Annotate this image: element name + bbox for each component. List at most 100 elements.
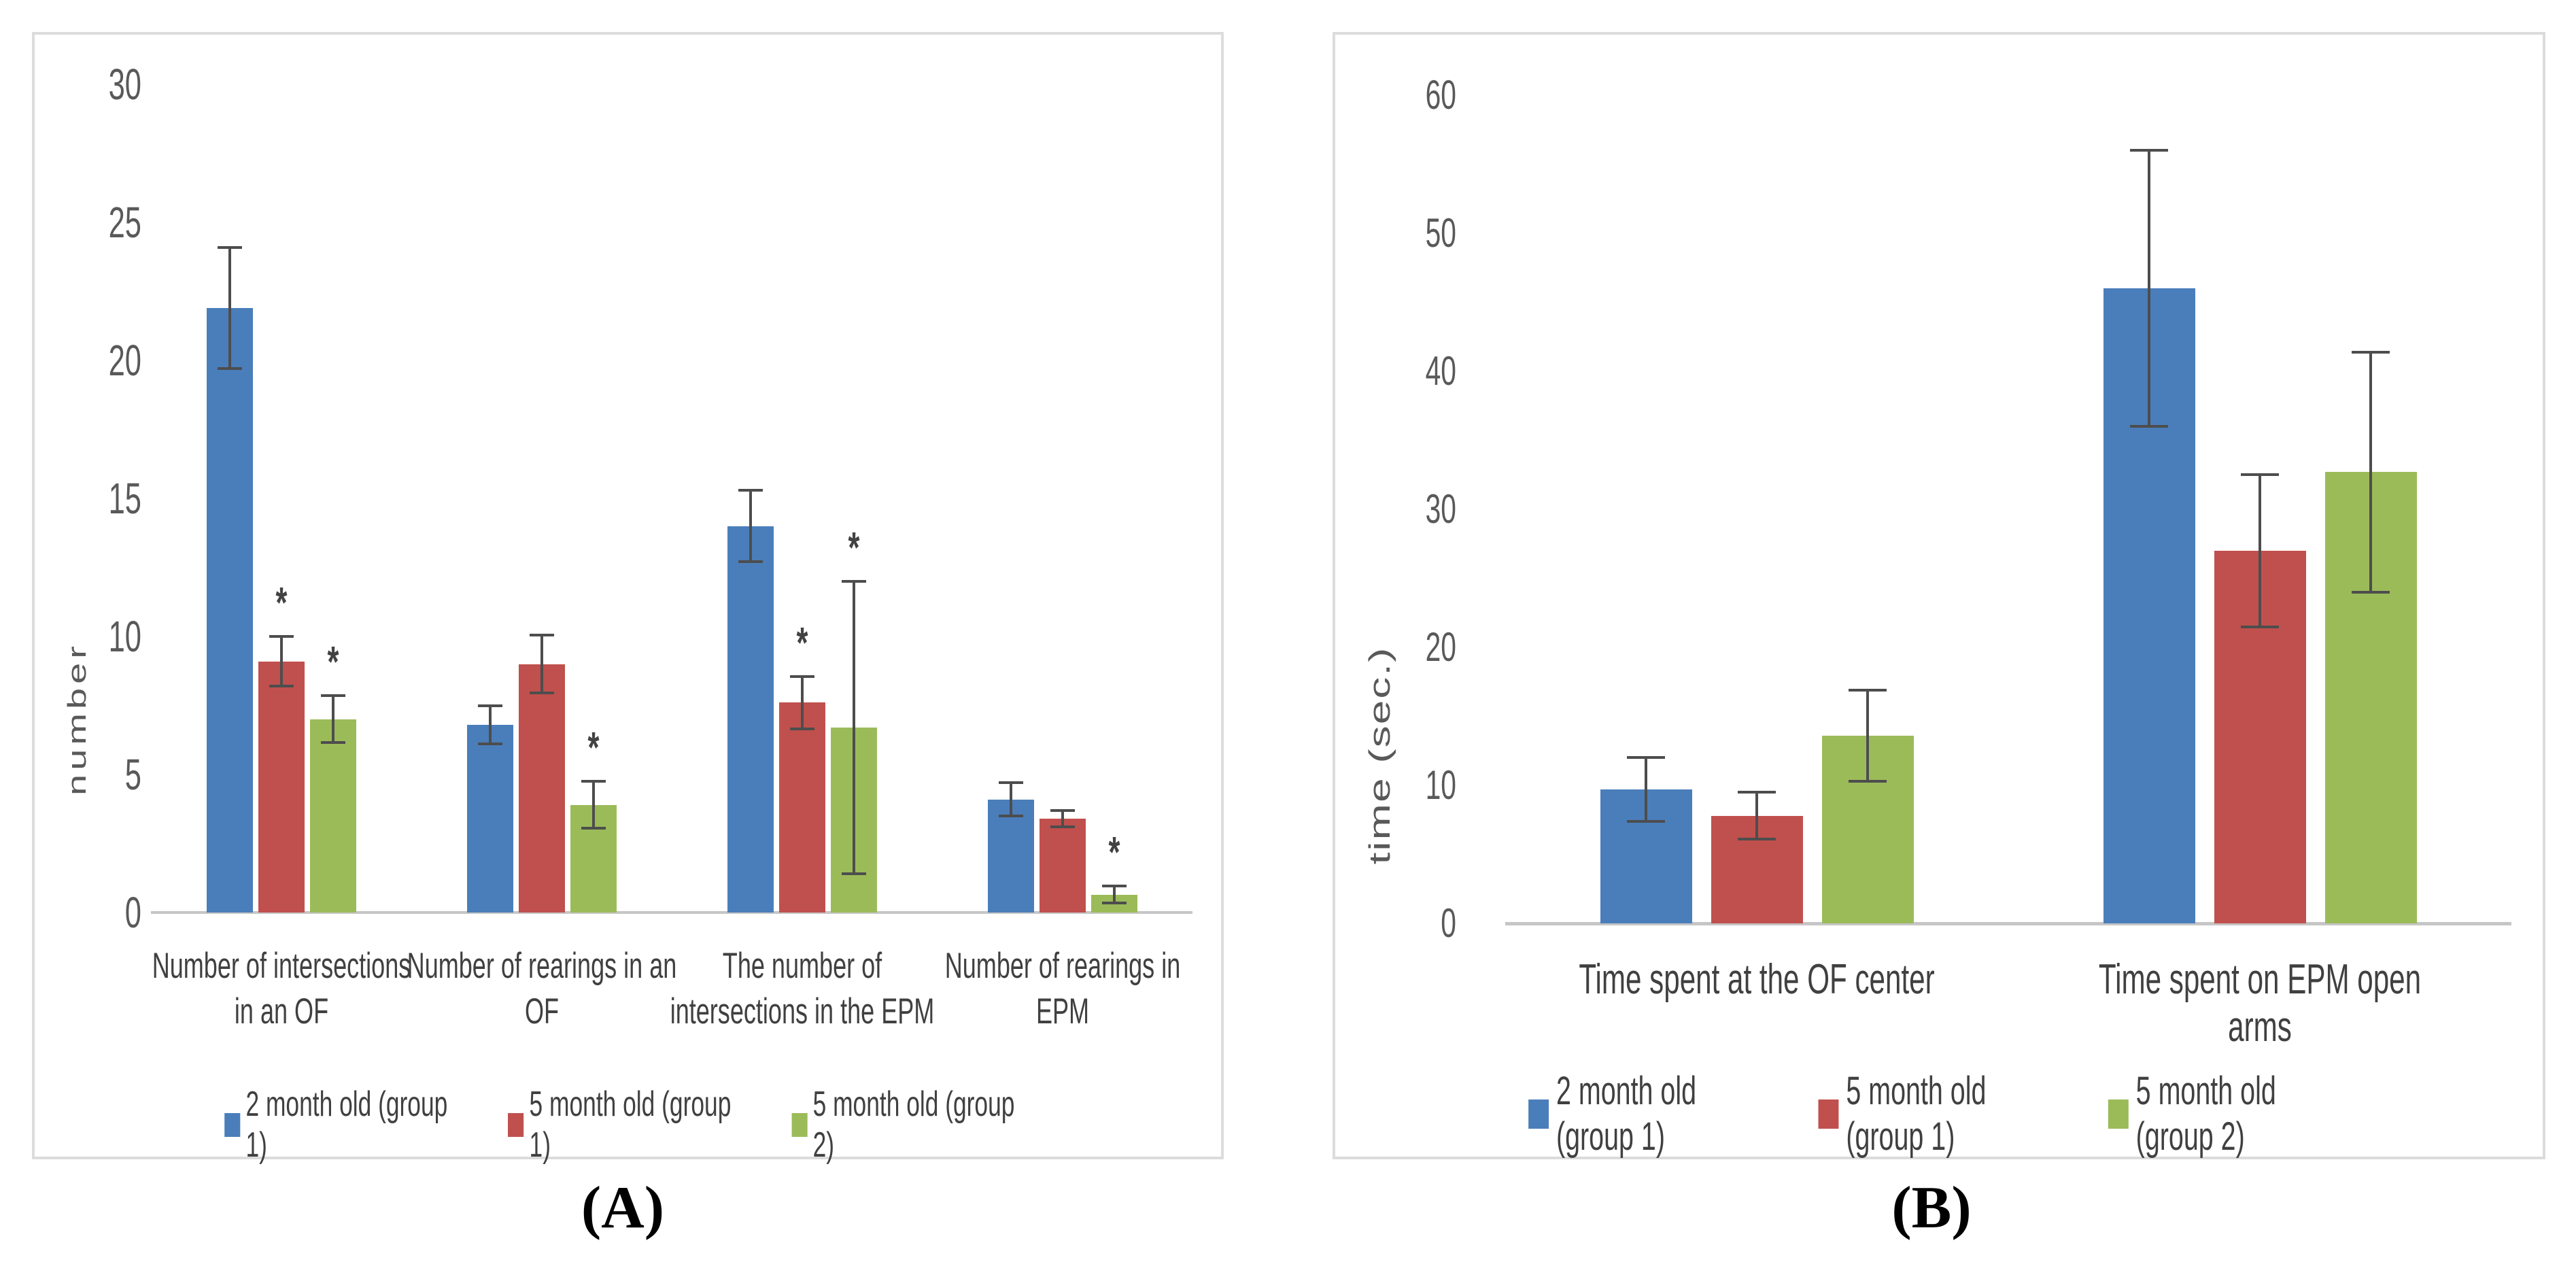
error-bar-cap-top (1627, 756, 1665, 760)
legend-color-marker (224, 1112, 241, 1137)
error-bar-cap-bottom (2352, 590, 2390, 594)
y-axis-tick-label: 20 (1425, 624, 1456, 670)
error-bar-cap-bottom (1738, 838, 1776, 841)
error-bar (2369, 352, 2372, 592)
category-label-line: intersections in the EPM (670, 991, 934, 1031)
error-bar-cap-top (320, 694, 345, 698)
legend-color-marker (791, 1112, 808, 1137)
error-bar-cap-top (2352, 350, 2390, 354)
significance-star: * (275, 577, 287, 627)
legend-color-marker (2108, 1099, 2129, 1129)
error-bar-cap-bottom (581, 827, 606, 830)
y-axis-tick-label: 25 (108, 198, 141, 247)
error-bar (800, 676, 804, 729)
legend-color-marker (1528, 1099, 1549, 1129)
legend-item: 5 month old (group 2) (791, 1084, 1031, 1165)
category-label: Time spent on EPM open arms (2070, 956, 2450, 1051)
bar (518, 664, 565, 913)
panel-b-caption: (B) (1891, 1175, 1972, 1241)
legend-item: 5 month old (group 2) (2108, 1068, 2350, 1159)
bar (727, 526, 774, 913)
error-bar-cap-bottom (477, 743, 502, 746)
error-bar-cap-top (998, 781, 1023, 785)
error-bar-cap-bottom (789, 728, 814, 730)
panel-b-time-spent-chart: time (sec.) 0 10 20 30 40 50 60 Time spent at t… (1333, 32, 2545, 1159)
y-axis-tick-label: 30 (1425, 486, 1456, 532)
y-axis-tick-label: 10 (108, 612, 141, 661)
error-bar (540, 634, 543, 694)
error-bar (1112, 886, 1116, 903)
legend-label: 2 month old (group 1) (1556, 1069, 1697, 1159)
error-bar (1645, 757, 1647, 821)
legend-label: 5 month old (group 2) (2135, 1069, 2276, 1159)
y-axis-tick-label: 20 (108, 336, 141, 385)
error-bar (1009, 783, 1012, 816)
legend-label: 5 month old (group 1) (1846, 1069, 1987, 1159)
error-bar-cap-bottom (320, 741, 345, 745)
bar (987, 799, 1034, 913)
error-bar-cap-top (269, 635, 294, 638)
error-bar (1755, 792, 1758, 840)
error-bar (488, 705, 492, 745)
error-bar-cap-top (581, 780, 606, 783)
legend: 2 month old (group 1) 5 month old (group … (224, 1084, 1031, 1165)
category-label-line: in an OF (234, 991, 328, 1031)
significance-star: * (848, 522, 859, 572)
panel-a-behavior-counts-chart: number 0 5 10 15 20 25 30 * * Number of intersect… (32, 32, 1224, 1165)
legend-label: 5 month old (group 1) (529, 1085, 732, 1165)
significance-star: * (1108, 828, 1120, 877)
error-bar-cap-bottom (1050, 825, 1075, 829)
significance-star: * (587, 722, 599, 772)
error-bar-cap-bottom (2241, 625, 2279, 628)
error-bar (1061, 810, 1064, 828)
error-bar (2148, 150, 2150, 427)
category-label-line: Time spent at the OF center (1579, 956, 1935, 1003)
error-bar-cap-top (841, 579, 866, 583)
error-bar-cap-top (1849, 688, 1887, 692)
legend-item: 2 month old (group 1) (224, 1084, 464, 1165)
panel-a-y-axis-title: number (62, 642, 92, 796)
legend-item: 5 month old (group 1) (508, 1084, 747, 1165)
error-bar-cap-bottom (1849, 779, 1887, 783)
error-bar (279, 636, 283, 687)
error-bar-cap-top (789, 675, 814, 678)
legend-color-marker (508, 1112, 524, 1137)
legend-color-marker (1818, 1099, 1839, 1129)
error-bar (852, 581, 855, 874)
significance-star: * (796, 617, 808, 667)
y-axis-tick-label: 5 (124, 750, 141, 799)
error-bar-cap-top (217, 245, 242, 249)
y-axis-tick-label: 0 (124, 888, 141, 937)
category-label: The number of intersections in the EPM (664, 943, 941, 1034)
error-bar-cap-bottom (269, 685, 294, 688)
error-bar-cap-top (1101, 885, 1127, 888)
category-label: Number of intersections in an OF (143, 943, 420, 1034)
legend: 2 month old (group 1) 5 month old (group … (1528, 1068, 2350, 1159)
error-bar-cap-top (529, 633, 554, 636)
error-bar (331, 696, 334, 743)
error-bar (2259, 475, 2261, 627)
category-label: Time spent at the OF center (1567, 956, 1946, 1004)
y-axis-tick-label: 50 (1425, 210, 1456, 256)
category-label-line: Number of rearings in (944, 946, 1180, 986)
x-axis-line (1505, 922, 2511, 925)
y-axis-tick-label: 10 (1425, 762, 1456, 808)
error-bar (1866, 689, 1869, 781)
bar (466, 724, 513, 913)
error-bar-cap-bottom (1627, 819, 1665, 823)
error-bar-cap-bottom (2130, 425, 2168, 428)
error-bar (228, 247, 231, 369)
legend-label: 5 month old (group 2) (812, 1085, 1015, 1165)
legend-item: 5 month old (group 1) (1818, 1068, 2060, 1159)
panel-a-caption: (A) (581, 1175, 665, 1241)
category-label: Number of rearings in an OF (403, 943, 681, 1034)
error-bar-cap-bottom (998, 814, 1023, 817)
error-bar-cap-top (1050, 808, 1075, 812)
bar (778, 702, 825, 913)
y-axis-tick-label: 40 (1425, 348, 1456, 394)
category-label-line: Time spent on EPM open arms (2098, 956, 2422, 1051)
error-bar-cap-bottom (841, 872, 866, 876)
legend-item: 2 month old (group 1) (1528, 1068, 1770, 1159)
error-bar-cap-top (477, 704, 502, 707)
